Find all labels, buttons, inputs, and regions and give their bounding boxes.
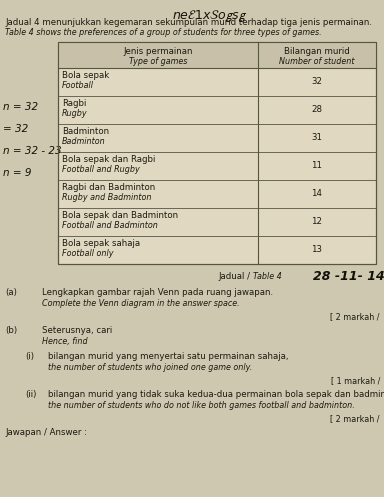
Text: Jadual /: Jadual / [218,272,253,281]
Text: Football and Badminton: Football and Badminton [62,221,158,230]
Bar [58,42,376,264]
Text: Football and Rugby: Football and Rugby [62,165,140,174]
Text: (a): (a) [5,288,17,297]
Text: Badminton: Badminton [62,137,106,146]
Text: Bola sepak dan Ragbi: Bola sepak dan Ragbi [62,155,156,164]
Text: = 32: = 32 [3,124,28,134]
Text: n = 32: n = 32 [3,102,38,112]
Text: Type of games: Type of games [129,57,187,66]
Text: Jenis permainan: Jenis permainan [123,47,193,56]
Text: the number of students who joined one game only.: the number of students who joined one ga… [48,363,252,372]
Bar [58,42,376,264]
Text: n = 32 - 23: n = 32 - 23 [3,146,61,156]
Text: Bola sepak dan Badminton: Bola sepak dan Badminton [62,211,178,220]
Text: Ragbi dan Badminton: Ragbi dan Badminton [62,183,155,192]
Text: (ii): (ii) [25,390,36,399]
Text: 12: 12 [311,218,323,227]
Bar [58,42,376,68]
Text: Seterusnya, cari: Seterusnya, cari [42,326,112,335]
Text: Bola sepak: Bola sepak [62,71,109,80]
Text: Hence, find: Hence, find [42,337,88,346]
Text: Bilangan murid: Bilangan murid [284,47,350,56]
Text: 13: 13 [311,246,323,254]
Text: Badminton: Badminton [62,127,109,136]
Text: Jawapan / Answer :: Jawapan / Answer : [5,428,87,437]
Text: 28 -11- 14: 28 -11- 14 [313,270,384,283]
Text: $\it{ne}\mathcal{E}\it{1x}\mathcal{S}\it{o}\mathcal{g}\it{s}\mathcal{g}$: $\it{ne}\mathcal{E}\it{1x}\mathcal{S}\it… [172,8,248,24]
Text: Lengkapkan gambar rajah Venn pada ruang jawapan.: Lengkapkan gambar rajah Venn pada ruang … [42,288,273,297]
Text: bilangan murid yang tidak suka kedua-dua permainan bola sepak dan badminton.: bilangan murid yang tidak suka kedua-dua… [48,390,384,399]
Text: Bola sepak sahaja: Bola sepak sahaja [62,239,140,248]
Text: 28: 28 [311,105,323,114]
Text: Football only: Football only [62,249,114,258]
Text: 11: 11 [311,162,323,170]
Text: n = 9: n = 9 [3,168,31,178]
Text: Ragbi: Ragbi [62,99,86,108]
Text: (b): (b) [5,326,17,335]
Text: Football: Football [62,81,94,90]
Text: Rugby: Rugby [62,109,88,118]
Text: (i): (i) [25,352,34,361]
Text: Rugby and Badminton: Rugby and Badminton [62,193,152,202]
Text: bilangan murid yang menyertai satu permainan sahaja,: bilangan murid yang menyertai satu perma… [48,352,288,361]
Text: 32: 32 [311,78,323,86]
Text: [ 2 markah /: [ 2 markah / [331,414,380,423]
Text: 31: 31 [311,134,323,143]
Text: Complete the Venn diagram in the answer space.: Complete the Venn diagram in the answer … [42,299,240,308]
Text: Table 4: Table 4 [253,272,282,281]
Text: [ 2 markah /: [ 2 markah / [331,312,380,321]
Text: Jadual 4 menunjukkan kegemaran sekumpulan murid terhadap tiga jenis permainan.: Jadual 4 menunjukkan kegemaran sekumpula… [5,18,372,27]
Text: [ 1 markah /: [ 1 markah / [331,376,380,385]
Text: the number of students who do not like both games football and badminton.: the number of students who do not like b… [48,401,355,410]
Text: Number of student: Number of student [279,57,355,66]
Text: 14: 14 [311,189,323,198]
Text: Table 4 shows the preferences of a group of students for three types of games.: Table 4 shows the preferences of a group… [5,28,322,37]
